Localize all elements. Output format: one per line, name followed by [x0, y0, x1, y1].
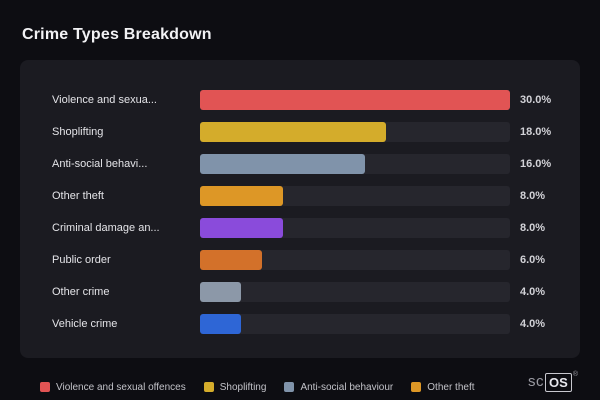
category-label: Criminal damage an...	[52, 222, 160, 234]
value-label: 4.0%	[520, 286, 546, 298]
bar-fill[interactable]	[200, 250, 262, 270]
legend-swatch-icon	[284, 382, 295, 392]
category-label: Anti-social behavi...	[52, 158, 148, 170]
category-label: Other theft	[52, 190, 104, 202]
brand-logo: sc OS ®	[528, 371, 578, 392]
bar-track	[200, 90, 510, 110]
bar-row: Anti-social behavi... 16.0%	[20, 154, 580, 174]
legend-label: Anti-social behaviour	[300, 381, 394, 393]
chart-card: Violence and sexua... 30.0% Shoplifting 18.…	[20, 60, 580, 358]
category-label: Public order	[52, 254, 111, 266]
brand-box: OS	[545, 373, 572, 392]
category-label: Other crime	[52, 286, 110, 298]
legend-item[interactable]: Shoplifting	[203, 381, 267, 393]
brand-prefix: sc	[528, 373, 545, 390]
bar-row: Other crime 4.0%	[20, 282, 580, 302]
value-label: 16.0%	[520, 158, 552, 170]
bar-row: Shoplifting 18.0%	[20, 122, 580, 142]
bar-row: Violence and sexua... 30.0%	[20, 90, 580, 110]
legend-item[interactable]: Anti-social behaviour	[284, 382, 393, 393]
bar-fill[interactable]	[200, 314, 242, 334]
bar-track	[200, 186, 510, 206]
value-label: 8.0%	[520, 222, 546, 234]
bar-row: Public order 6.0%	[20, 250, 580, 270]
legend-label: Shoplifting	[219, 381, 267, 393]
legend-swatch-icon	[411, 382, 422, 392]
bar-track	[200, 122, 510, 142]
bar-row: Other theft 8.0%	[20, 186, 580, 206]
page-title: Crime Types Breakdown	[22, 26, 212, 43]
value-label: 6.0%	[520, 254, 546, 266]
bar-track	[200, 218, 510, 238]
bar-fill[interactable]	[200, 154, 366, 174]
category-label: Violence and sexua...	[52, 94, 157, 106]
registered-mark: ®	[572, 371, 578, 378]
legend-bar: Violence and sexual offences Shoplifting A…	[0, 374, 600, 400]
legend: Violence and sexual offences Shoplifting A…	[0, 382, 475, 393]
bar-track	[200, 250, 510, 270]
bar-row: Vehicle crime 4.0%	[20, 314, 580, 334]
value-label: 8.0%	[520, 190, 546, 202]
bar-fill[interactable]	[200, 218, 283, 238]
category-label: Vehicle crime	[52, 318, 118, 330]
legend-swatch-icon	[203, 382, 214, 392]
bar-track	[200, 154, 510, 174]
bar-track	[200, 314, 510, 334]
bar-fill[interactable]	[200, 186, 283, 206]
bar-row: Criminal damage an... 8.0%	[20, 218, 580, 238]
legend-item[interactable]: Other theft	[411, 381, 475, 393]
value-label: 4.0%	[520, 318, 546, 330]
bar-track	[200, 282, 510, 302]
legend-label: Other theft	[427, 381, 475, 393]
bar-fill[interactable]	[200, 282, 242, 302]
category-label: Shoplifting	[52, 126, 104, 138]
bar-fill[interactable]	[200, 122, 386, 142]
bar-rows: Violence and sexua... 30.0% Shoplifting 18.…	[20, 90, 580, 346]
bar-fill[interactable]	[200, 90, 510, 110]
value-label: 18.0%	[520, 126, 552, 138]
legend-label: Violence and sexual offences	[56, 381, 186, 393]
legend-item[interactable]: Violence and sexual offences	[40, 382, 186, 393]
value-label: 30.0%	[520, 94, 552, 106]
legend-swatch-icon	[40, 382, 50, 392]
